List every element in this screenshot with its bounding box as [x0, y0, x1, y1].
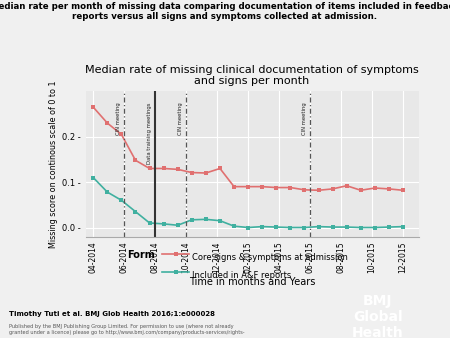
Text: Median rate per month of missing data comparing documentation of items included : Median rate per month of missing data co…: [0, 2, 450, 21]
Text: Core signs & symptoms at admission: Core signs & symptoms at admission: [193, 252, 348, 262]
Text: Data training meetings: Data training meetings: [147, 103, 152, 164]
Text: CIN meeting: CIN meeting: [302, 103, 307, 135]
Y-axis label: Missing score on continous scale of 0 to 1: Missing score on continous scale of 0 to…: [49, 80, 58, 248]
Text: CIN meeting: CIN meeting: [178, 103, 183, 135]
Text: BMJ
Global
Health: BMJ Global Health: [352, 294, 404, 338]
Title: Median rate of missing clinical documentation of symptoms
and signs per month: Median rate of missing clinical document…: [85, 65, 419, 86]
Text: Published by the BMJ Publishing Group Limited. For permission to use (where not : Published by the BMJ Publishing Group Li…: [9, 324, 244, 335]
Text: CIN meeting: CIN meeting: [116, 103, 121, 135]
Text: Form: Form: [127, 250, 155, 261]
X-axis label: Time in months and Years: Time in months and Years: [189, 277, 315, 287]
Text: Included in A&F reports: Included in A&F reports: [193, 271, 292, 280]
Text: Timothy Tuti et al. BMJ Glob Health 2016;1:e000028: Timothy Tuti et al. BMJ Glob Health 2016…: [9, 311, 215, 317]
